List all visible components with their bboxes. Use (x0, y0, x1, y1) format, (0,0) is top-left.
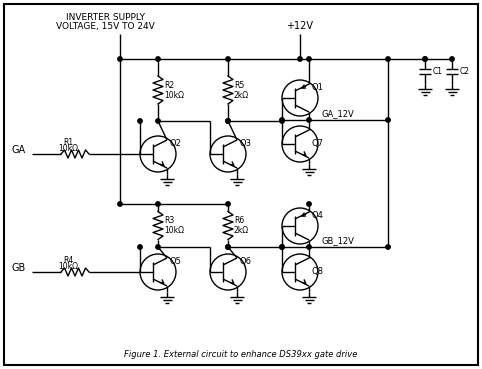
Circle shape (226, 119, 230, 123)
Text: Figure 1. External circuit to enhance DS39xx gate drive: Figure 1. External circuit to enhance DS… (124, 350, 358, 359)
Circle shape (386, 245, 390, 249)
Circle shape (280, 119, 284, 123)
Text: R1: R1 (63, 138, 73, 147)
Text: R2: R2 (164, 80, 174, 90)
Circle shape (423, 57, 427, 61)
Text: Q6: Q6 (240, 257, 252, 266)
Text: 10kΩ: 10kΩ (58, 144, 78, 153)
Text: C2: C2 (460, 68, 470, 76)
Circle shape (156, 119, 160, 123)
Circle shape (118, 202, 122, 206)
Text: R3: R3 (164, 216, 174, 225)
Circle shape (423, 57, 427, 61)
Circle shape (226, 245, 230, 249)
Circle shape (138, 245, 142, 249)
Text: GA_12V: GA_12V (322, 109, 355, 118)
Text: 10kΩ: 10kΩ (164, 90, 184, 100)
Circle shape (298, 57, 302, 61)
Circle shape (280, 245, 284, 249)
Circle shape (280, 245, 284, 249)
Text: R5: R5 (234, 80, 244, 90)
Text: Q4: Q4 (312, 211, 324, 220)
Text: GB: GB (12, 263, 26, 273)
Circle shape (307, 118, 311, 122)
Text: Q5: Q5 (170, 257, 182, 266)
Text: R4: R4 (63, 256, 73, 265)
Circle shape (226, 57, 230, 61)
Circle shape (156, 202, 160, 206)
Circle shape (138, 119, 142, 123)
Circle shape (226, 119, 230, 123)
Text: Q3: Q3 (240, 139, 252, 148)
Text: Q1: Q1 (312, 83, 324, 92)
Circle shape (280, 118, 284, 122)
Circle shape (307, 245, 311, 249)
Text: R6: R6 (234, 216, 244, 225)
Text: 10kΩ: 10kΩ (164, 226, 184, 235)
Circle shape (226, 202, 230, 206)
Circle shape (307, 57, 311, 61)
Circle shape (226, 245, 230, 249)
Text: GA: GA (12, 145, 26, 155)
Circle shape (156, 245, 160, 249)
Text: C1: C1 (433, 68, 443, 76)
Circle shape (156, 57, 160, 61)
Text: Q8: Q8 (312, 267, 324, 276)
Text: GB_12V: GB_12V (322, 236, 355, 245)
Circle shape (386, 118, 390, 122)
Text: 10kΩ: 10kΩ (58, 262, 78, 271)
Text: Q7: Q7 (312, 139, 324, 148)
Circle shape (450, 57, 454, 61)
Text: 2kΩ: 2kΩ (234, 90, 249, 100)
Text: INVERTER SUPPLY: INVERTER SUPPLY (66, 13, 145, 22)
Text: 2kΩ: 2kΩ (234, 226, 249, 235)
Circle shape (118, 57, 122, 61)
Text: +12V: +12V (286, 21, 313, 31)
Text: VOLTAGE, 15V TO 24V: VOLTAGE, 15V TO 24V (55, 22, 154, 31)
Text: Q2: Q2 (170, 139, 182, 148)
Circle shape (307, 202, 311, 206)
Circle shape (386, 57, 390, 61)
